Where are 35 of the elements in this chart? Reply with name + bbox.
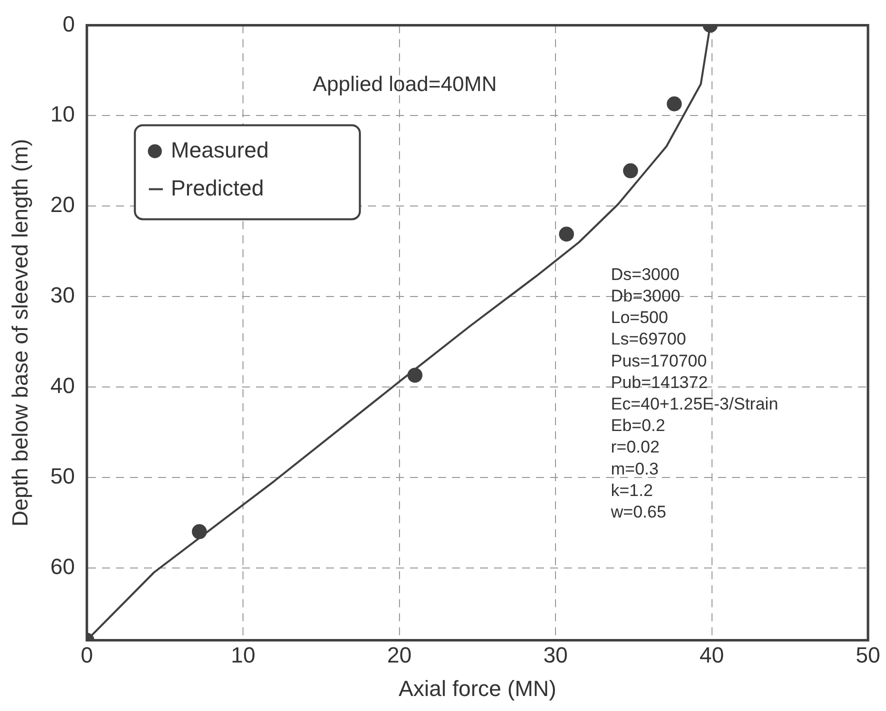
y-tick-label: 50 — [50, 463, 75, 488]
annotation: r=0.02 — [610, 438, 660, 457]
y-tick-label: 30 — [50, 282, 75, 308]
x-tick-label: 50 — [856, 642, 880, 668]
y-tick-label: 0 — [62, 11, 75, 36]
annotation: Ec=40+1.25E-3/Strain — [610, 394, 778, 414]
point — [558, 226, 574, 242]
annotation: k=1.2 — [610, 480, 653, 500]
x-tick-label: 20 — [387, 642, 412, 668]
x-tick-label: 0 — [80, 642, 93, 668]
x-tick-label: 10 — [230, 642, 256, 668]
y-tick-label: 20 — [50, 192, 75, 218]
annotation: Eb=0.2 — [610, 416, 666, 436]
y-tick-label: 40 — [50, 373, 75, 398]
annotation: Ds=3000 — [610, 264, 680, 284]
x-axis-title: Axial force (MN) — [398, 676, 556, 701]
point — [407, 368, 422, 383]
annotation: Applied load=40MN — [312, 72, 497, 96]
legend-label: Measured — [170, 137, 269, 162]
annotation: w=0.65 — [610, 502, 666, 522]
x-tick-label: 30 — [543, 642, 568, 668]
y-tick-label: 10 — [50, 102, 75, 127]
annotation: m=0.3 — [610, 459, 659, 478]
legend-label: Predicted — [170, 175, 264, 200]
point — [666, 96, 682, 112]
x-tick-label: 40 — [700, 642, 724, 668]
annotation: Ls=69700 — [610, 330, 686, 349]
annotation: Pus=170700 — [610, 351, 707, 370]
y-tick-label: 60 — [50, 554, 75, 579]
point — [623, 163, 638, 178]
y-axis-title: Depth below base of sleeved length (m) — [7, 138, 32, 527]
annotation: Db=3000 — [610, 286, 680, 306]
annotation: Lo=500 — [610, 308, 668, 328]
point — [192, 524, 207, 540]
annotation: Pub=141372 — [610, 372, 708, 392]
